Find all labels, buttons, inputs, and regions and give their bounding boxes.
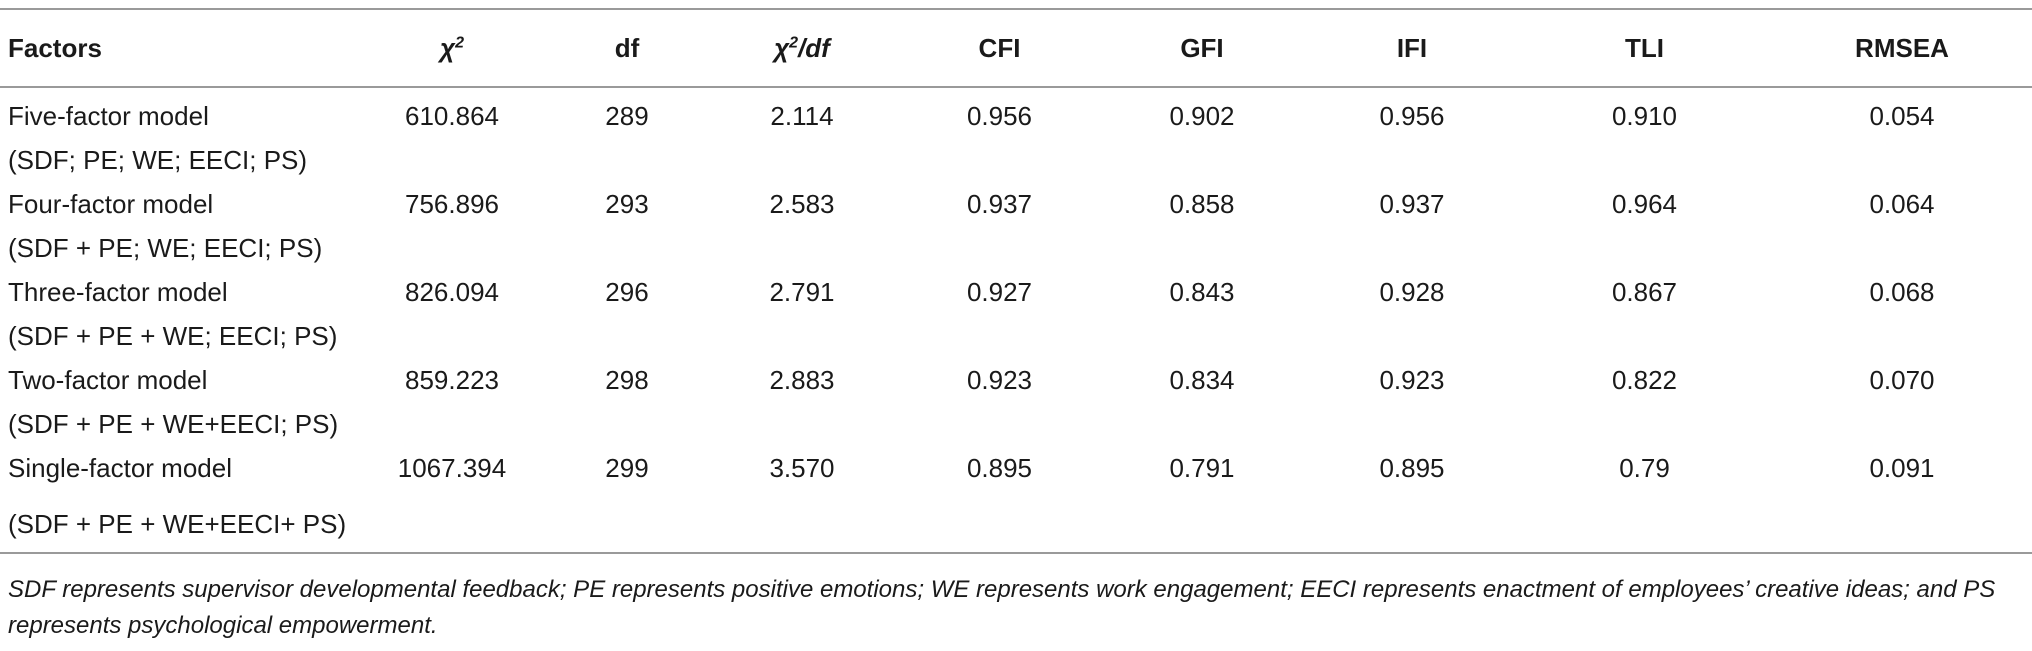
model-name: Five-factor model (8, 101, 209, 131)
rmsea-value: 0.068 (1869, 277, 1935, 307)
table-subrow: (SDF; PE; WE; EECI; PS) (0, 132, 2032, 176)
chi-square-value: 610.864 (405, 101, 499, 131)
rmsea-value: 0.054 (1869, 101, 1935, 131)
table-row: Five-factor model 610.864 289 2.114 0.95… (0, 87, 2032, 132)
model-composition: (SDF + PE + WE; EECI; PS) (8, 321, 338, 351)
model-fit-table: Factors χ2 df χ2/df CFI GFI IFI TLI RMSE… (0, 8, 2032, 554)
chi-superscript: 2 (789, 33, 799, 51)
header-rmsea: RMSEA (1772, 8, 2032, 88)
ifi-value: 0.928 (1379, 277, 1445, 307)
df-suffix: /df (798, 32, 830, 63)
df-value: 289 (605, 101, 649, 131)
header-cfi: CFI (902, 8, 1097, 88)
chi-square-df-value: 3.570 (769, 453, 835, 483)
gfi-value: 0.843 (1169, 277, 1235, 307)
model-name: Single-factor model (8, 453, 232, 483)
df-value: 293 (605, 189, 649, 219)
gfi-value: 0.791 (1169, 453, 1235, 483)
chi-square-value: 826.094 (405, 277, 499, 307)
table-row: Three-factor model 826.094 296 2.791 0.9… (0, 264, 2032, 308)
ifi-value: 0.937 (1379, 189, 1445, 219)
table-subrow: (SDF + PE + WE+EECI+ PS) (0, 484, 2032, 554)
ifi-value: 0.923 (1379, 365, 1445, 395)
header-factors: Factors (0, 8, 352, 88)
table-subrow: (SDF + PE + WE+EECI; PS) (0, 396, 2032, 440)
tli-value: 0.867 (1611, 277, 1678, 307)
table-subrow: (SDF + PE + WE; EECI; PS) (0, 308, 2032, 352)
chi-symbol: χ (440, 32, 456, 63)
cfi-value: 0.927 (966, 277, 1033, 307)
header-df: df (552, 8, 702, 88)
model-name: Three-factor model (8, 277, 228, 307)
table-footnote: SDF represents supervisor developmental … (8, 576, 1996, 639)
chi-square-value: 756.896 (405, 189, 499, 219)
tli-value: 0.964 (1611, 189, 1678, 219)
chi-square-df-value: 2.791 (769, 277, 835, 307)
chi-square-value: 859.223 (405, 365, 499, 395)
model-composition: (SDF + PE; WE; EECI; PS) (8, 233, 323, 263)
df-value: 298 (605, 365, 649, 395)
model-name: Two-factor model (8, 365, 208, 395)
chi-superscript: 2 (455, 33, 464, 51)
ifi-value: 0.956 (1379, 101, 1445, 131)
tli-value: 0.79 (1619, 453, 1670, 483)
model-composition: (SDF; PE; WE; EECI; PS) (8, 145, 308, 175)
df-value: 296 (605, 277, 649, 307)
gfi-value: 0.902 (1169, 101, 1235, 131)
gfi-value: 0.858 (1169, 189, 1235, 219)
rmsea-value: 0.070 (1869, 365, 1935, 395)
chi-square-df-value: 2.583 (769, 189, 835, 219)
model-composition: (SDF + PE + WE+EECI+ PS) (0, 484, 2032, 554)
tli-value: 0.822 (1611, 365, 1678, 395)
model-name: Four-factor model (8, 189, 214, 219)
table-row: Single-factor model 1067.394 299 3.570 0… (0, 440, 2032, 484)
header-gfi: GFI (1097, 8, 1307, 88)
header-tli: TLI (1517, 8, 1772, 88)
table-row: Four-factor model 756.896 293 2.583 0.93… (0, 176, 2032, 220)
rmsea-value: 0.064 (1869, 189, 1935, 219)
table-subrow: (SDF + PE; WE; EECI; PS) (0, 220, 2032, 264)
chi-symbol: χ (774, 32, 790, 63)
model-composition: (SDF + PE + WE+EECI; PS) (8, 409, 339, 439)
cfi-value: 0.956 (966, 101, 1033, 131)
chi-square-df-value: 2.114 (770, 101, 834, 131)
table-row: Two-factor model 859.223 298 2.883 0.923… (0, 352, 2032, 396)
df-value: 299 (605, 453, 649, 483)
gfi-value: 0.834 (1169, 365, 1235, 395)
cfi-value: 0.923 (966, 365, 1033, 395)
rmsea-value: 0.091 (1869, 453, 1935, 483)
chi-square-value: 1067.394 (397, 453, 507, 483)
cfi-value: 0.937 (966, 189, 1033, 219)
header-chi-square: χ2 (352, 8, 552, 88)
header-ifi: IFI (1307, 8, 1517, 88)
header-row: Factors χ2 df χ2/df CFI GFI IFI TLI RMSE… (0, 8, 2032, 88)
cfi-value: 0.895 (966, 453, 1033, 483)
header-chi-square-df: χ2/df (702, 8, 902, 88)
chi-square-df-value: 2.883 (769, 365, 835, 395)
tli-value: 0.910 (1611, 101, 1678, 131)
ifi-value: 0.895 (1379, 453, 1445, 483)
